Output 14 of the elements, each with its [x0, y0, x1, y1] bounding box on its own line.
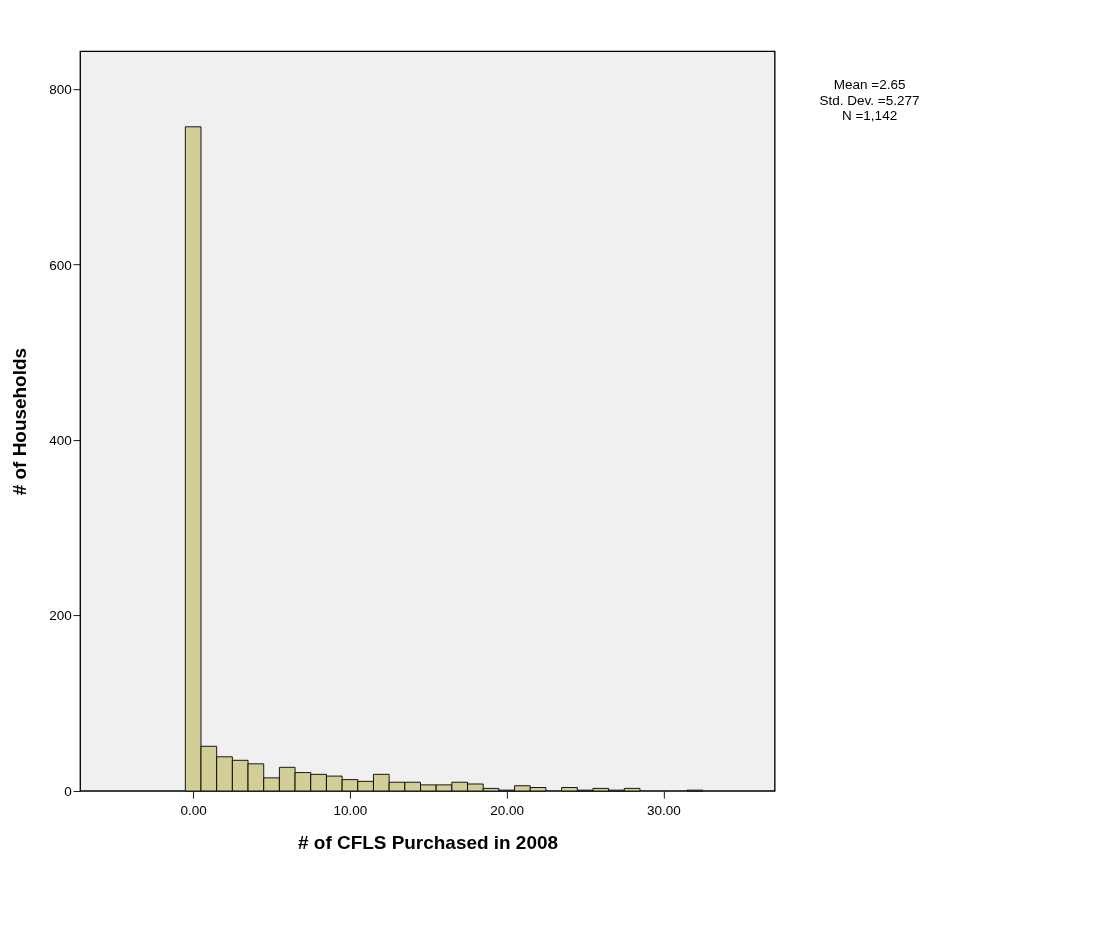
text: Mean =2.65: [833, 77, 906, 93]
x-tick-label: 10.00: [333, 802, 368, 818]
y-tick-label: 400: [49, 433, 72, 449]
y-tick-label: 600: [49, 257, 72, 273]
text: Std. Dev. =5.277: [819, 92, 920, 108]
x-tick-label: 20.00: [490, 802, 525, 818]
text: N =1,142: [841, 107, 898, 123]
y-tick-label: 200: [49, 608, 72, 624]
y-axis-title: # of Households: [8, 347, 30, 496]
x-tick-label: 0.00: [180, 802, 207, 818]
x-axis-title: # of CFLS Purchased in 2008: [298, 832, 558, 854]
y-tick-label: 800: [49, 82, 72, 98]
y-tick-label: 0: [64, 783, 72, 799]
x-tick-label: 30.00: [647, 802, 681, 818]
